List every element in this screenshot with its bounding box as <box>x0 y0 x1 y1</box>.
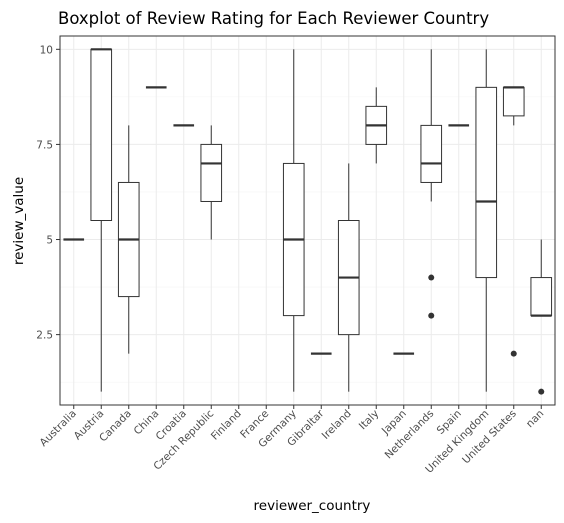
box-canada <box>117 125 140 354</box>
plot-panel <box>59 35 556 406</box>
y-axis: 2.5 5 7.5 10 <box>36 44 60 342</box>
x-tick-label: Australia <box>38 408 79 449</box>
box-united-states <box>502 86 525 357</box>
x-tick-label: nan <box>524 408 546 430</box>
box-ireland <box>337 163 360 392</box>
outlier-point <box>428 312 435 319</box>
box-germany <box>282 49 305 392</box>
box-layer <box>63 48 553 395</box>
y-tick-label: 5 <box>46 235 53 247</box>
y-axis-title: review_value <box>11 177 27 265</box>
plot-panel-border <box>59 35 556 406</box>
outlier-point <box>538 388 545 395</box>
x-tick-label: Finland <box>209 408 244 443</box>
box-netherlands <box>420 49 443 319</box>
box-nan <box>530 239 553 395</box>
box-czech-republic <box>200 125 223 240</box>
x-axis: AustraliaAustriaCanadaChinaCroatiaCzech … <box>38 405 546 476</box>
x-tick-label: Italy <box>357 408 382 433</box>
y-tick-label: 7.5 <box>36 139 53 151</box>
box-iqr <box>530 277 553 317</box>
box-united-kingdom <box>475 49 498 392</box>
outlier-point <box>428 274 435 281</box>
box-italy <box>365 87 388 164</box>
box-iqr <box>502 86 525 117</box>
box-austria <box>90 48 113 392</box>
x-tick-label: Netherlands <box>383 408 437 462</box>
outlier-point <box>510 350 517 357</box>
x-tick-label: Ireland <box>320 408 354 442</box>
box-iqr <box>200 143 223 202</box>
box-iqr <box>420 124 443 183</box>
y-tick-label: 10 <box>40 44 53 56</box>
y-tick-label: 2.5 <box>36 330 53 342</box>
x-axis-title: reviewer_country <box>254 498 371 514</box>
chart-title: Boxplot of Review Rating for Each Review… <box>58 9 489 28</box>
box-iqr <box>90 48 113 221</box>
box-iqr <box>475 86 498 279</box>
